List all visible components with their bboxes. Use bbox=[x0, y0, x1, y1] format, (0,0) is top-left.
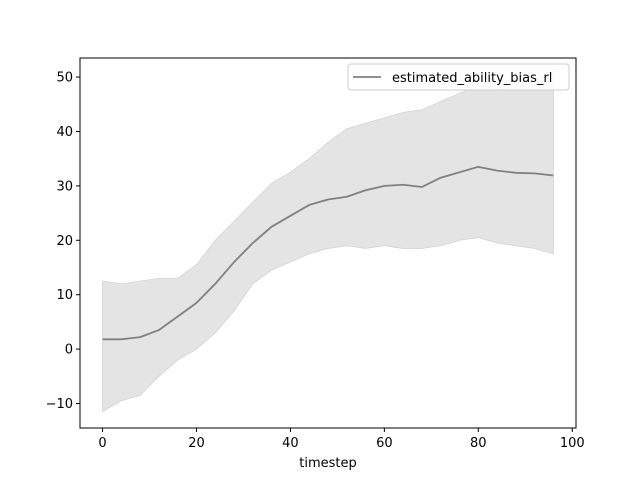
axes-frame bbox=[79, 57, 577, 429]
x-tick-label: 100 bbox=[560, 436, 585, 451]
data-point bbox=[214, 282, 217, 285]
legend: estimated_ability_bias_rl bbox=[347, 63, 570, 91]
data-point bbox=[195, 301, 198, 304]
data-point bbox=[157, 329, 160, 332]
data-point bbox=[308, 203, 311, 206]
data-point bbox=[402, 183, 405, 186]
data-point bbox=[139, 336, 142, 339]
legend-box bbox=[347, 63, 570, 91]
x-tick-label: 0 bbox=[98, 436, 106, 451]
data-point bbox=[345, 195, 348, 198]
y-tick-label: 20 bbox=[56, 234, 73, 249]
y-tick-label: 30 bbox=[56, 179, 73, 194]
data-point bbox=[420, 185, 423, 188]
x-tick-label: 20 bbox=[188, 436, 205, 451]
y-tick-label: 50 bbox=[56, 71, 73, 86]
confidence-band bbox=[102, 68, 554, 413]
x-tick-label: 60 bbox=[376, 436, 393, 451]
data-point bbox=[439, 176, 442, 179]
x-tick-label: 80 bbox=[470, 436, 487, 451]
data-point bbox=[552, 174, 555, 177]
y-tick-label: 0 bbox=[65, 343, 73, 358]
data-point bbox=[533, 172, 536, 175]
y-tick-label: 10 bbox=[56, 288, 73, 303]
data-point bbox=[120, 338, 123, 341]
data-point bbox=[364, 189, 367, 192]
y-tick-label: −10 bbox=[46, 397, 73, 412]
data-point bbox=[477, 165, 480, 168]
ticks-layer: 0 20 40 60 80 100 −10 0 10 20 30 40 50 bbox=[46, 71, 585, 451]
data-point bbox=[496, 169, 499, 172]
plot-layer bbox=[101, 68, 555, 413]
legend-label: estimated_ability_bias_rl bbox=[392, 71, 552, 86]
data-point bbox=[270, 225, 273, 228]
data-point bbox=[289, 214, 292, 217]
data-point bbox=[251, 242, 254, 245]
data-point bbox=[383, 184, 386, 187]
series-line bbox=[102, 165, 554, 341]
data-point bbox=[233, 261, 236, 264]
data-point bbox=[176, 315, 179, 318]
x-tick-label: 40 bbox=[282, 436, 299, 451]
y-tick-label: 40 bbox=[56, 125, 73, 140]
x-axis-label: timestep bbox=[299, 456, 357, 471]
data-point bbox=[101, 338, 104, 341]
data-point bbox=[458, 171, 461, 174]
data-point bbox=[327, 198, 330, 201]
data-point bbox=[514, 171, 517, 174]
